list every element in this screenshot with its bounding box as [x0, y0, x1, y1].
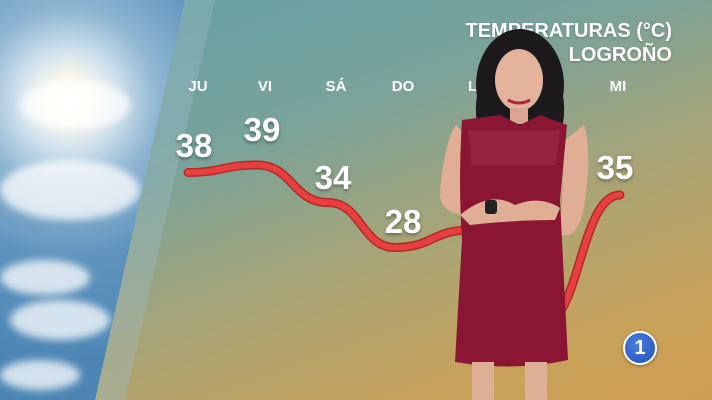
day-label-2: SÁ: [325, 78, 347, 95]
day-label-6: MI: [609, 78, 627, 95]
temperature-label-SÁ: 34: [314, 158, 352, 196]
day-label-1: VI: [257, 78, 273, 95]
temperature-label-VI: 39: [243, 111, 281, 148]
day-label-3: DO: [391, 78, 415, 95]
temperature-label-DO: 28: [384, 202, 422, 240]
channel-logo: 1: [623, 331, 657, 365]
location-title: LOGROÑO: [568, 44, 672, 66]
temperature-label-MI: 35: [596, 149, 634, 186]
temperature-label-JU: 38: [175, 126, 213, 164]
day-label-0: JU: [188, 78, 208, 95]
